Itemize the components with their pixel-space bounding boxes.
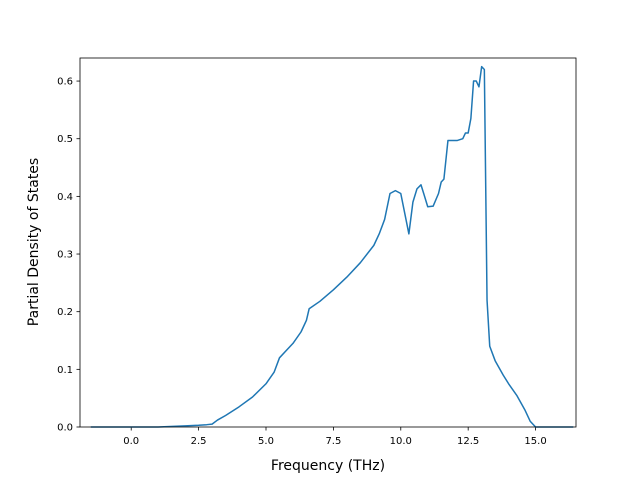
x-tick-label: 10.0 <box>390 436 412 447</box>
plot-frame <box>79 57 577 428</box>
ticks-layer: 0.0 2.5 5.0 7.5 10.0 12.5 15.0 0.0 0.1 0.2 0.3 0.4 0… <box>57 77 547 447</box>
series-line-pdos <box>90 65 574 428</box>
y-tick-label: 0.5 <box>57 134 73 145</box>
y-tick-label: 0.2 <box>57 307 73 318</box>
x-tick-label: 2.5 <box>191 436 207 447</box>
y-tick-label: 0.3 <box>57 250 73 261</box>
y-tick-label: 0.6 <box>57 77 73 88</box>
y-tick-label: 0.0 <box>57 423 73 434</box>
y-tick-label: 0.1 <box>57 365 73 376</box>
x-tick-label: 5.0 <box>258 436 274 447</box>
x-tick-label: 7.5 <box>325 436 341 447</box>
x-tick-label: 12.5 <box>457 436 479 447</box>
x-axis-label: Frequency (THz) <box>271 458 385 474</box>
x-tick-label: 15.0 <box>524 436 546 447</box>
y-axis-label: Partial Density of States <box>26 158 42 326</box>
x-tick-label: 0.0 <box>123 436 139 447</box>
y-tick-label: 0.4 <box>57 192 73 203</box>
